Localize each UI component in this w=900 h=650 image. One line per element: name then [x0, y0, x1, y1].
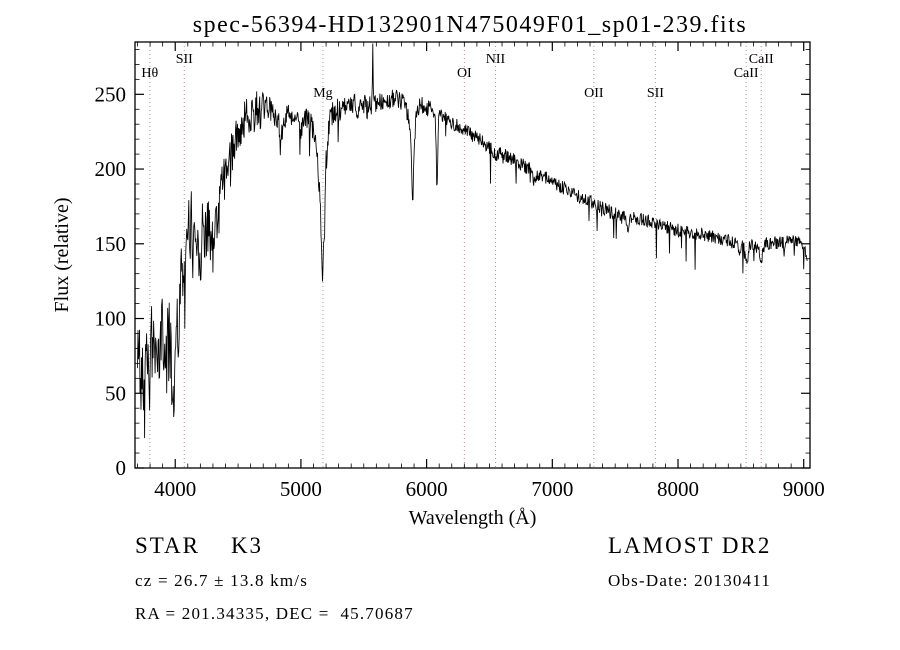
marker-label: SII [647, 86, 664, 101]
y-tick-label: 250 [95, 82, 127, 106]
plot-frame [134, 41, 811, 469]
y-tick-label: 200 [95, 157, 127, 181]
x-tick-label: 8000 [657, 477, 699, 501]
x-tick-label: 9000 [783, 477, 825, 501]
y-tick-label: 100 [95, 307, 127, 331]
cz-value-label: cz = 26.7 ± 13.8 km/s [135, 571, 309, 590]
y-axis: 0 50 100 150 200 250 Flux (relative) [51, 49, 810, 480]
x-tick-label: 6000 [406, 477, 448, 501]
obs-date-label: Obs-Date: 20130411 [608, 571, 772, 590]
y-tick-label: 0 [116, 456, 127, 480]
y-tick-label: 150 [95, 232, 127, 256]
marker-label: OI [457, 66, 472, 81]
marker-label: OII [584, 86, 604, 101]
marker-label: Mg [313, 86, 332, 101]
x-axis: 4000 5000 6000 7000 8000 9000 Wavelength (Å) [137, 42, 825, 529]
spectrum-line [137, 43, 808, 439]
x-axis-title: Wavelength (Å) [409, 507, 537, 529]
axes [134, 41, 811, 469]
x-tick-label: 5000 [280, 477, 322, 501]
marker-label: CaII [749, 52, 774, 67]
marker-label: SII [176, 52, 193, 67]
marker-label: CaII [734, 66, 759, 81]
ra-dec-label: RA = 201.34335, DEC = 45.70687 [135, 604, 414, 623]
page-title: spec-56394-HD132901N475049F01_sp01-239.f… [192, 12, 748, 38]
marker-label: Hθ [141, 66, 158, 81]
object-class-label: STAR K3 [135, 533, 264, 558]
y-axis-title: Flux (relative) [51, 198, 73, 313]
marker-label: NII [486, 52, 506, 67]
x-tick-label: 7000 [531, 477, 573, 501]
survey-label: LAMOST DR2 [608, 533, 772, 558]
x-tick-label: 4000 [154, 477, 196, 501]
y-tick-label: 50 [105, 381, 126, 405]
